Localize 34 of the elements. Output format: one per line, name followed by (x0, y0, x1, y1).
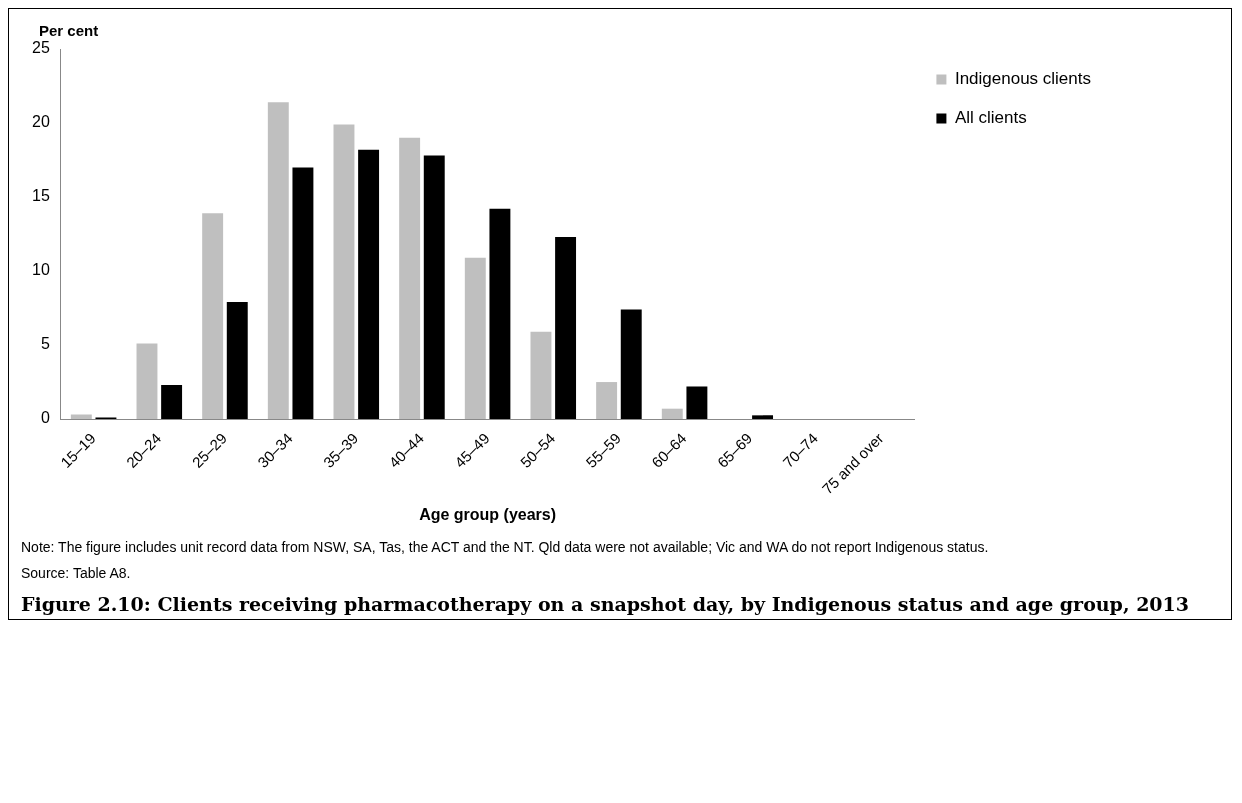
legend-label: All clients (954, 108, 1027, 128)
bar (489, 208, 511, 420)
y-tick-label: 10 (32, 261, 50, 279)
bar (464, 257, 486, 420)
bar (70, 414, 92, 420)
y-axis-title: Per cent (39, 21, 99, 39)
bar (358, 149, 380, 420)
text: Note: The figure includes unit record data from NSW, SA, Tas, the ACT and the NT. Qld data were not available; Vic and WA do not report Indigenous status. (21, 539, 990, 555)
bar (686, 386, 708, 420)
bar (530, 331, 552, 420)
bar (202, 213, 224, 420)
source-note: Source: Table A8. (21, 565, 132, 581)
y-tick-label: 0 (40, 409, 50, 427)
bar (161, 385, 183, 420)
bar (555, 236, 577, 420)
bar (399, 137, 421, 420)
bar (267, 102, 289, 420)
bar (752, 415, 774, 420)
bar (292, 167, 314, 420)
y-tick-label: 15 (32, 187, 50, 205)
bar (596, 382, 618, 420)
bar (620, 309, 642, 420)
x-axis-title: Age group (years) (419, 505, 557, 523)
x-tick-label: 75 and over (818, 429, 887, 498)
text: Figure 2.10: Clients receiving pharmacotherapy on a snapshot day, by Indigenous status and age group, 2013 (21, 593, 1190, 615)
y-tick-label: 25 (32, 39, 50, 57)
bar (661, 408, 683, 420)
bar (136, 343, 158, 420)
bar (423, 155, 445, 420)
bar (333, 124, 355, 420)
y-tick-label: 20 (32, 113, 50, 131)
bar (226, 302, 248, 420)
y-tick-label: 5 (40, 335, 50, 353)
legend-label: Indigenous clients (954, 69, 1091, 89)
